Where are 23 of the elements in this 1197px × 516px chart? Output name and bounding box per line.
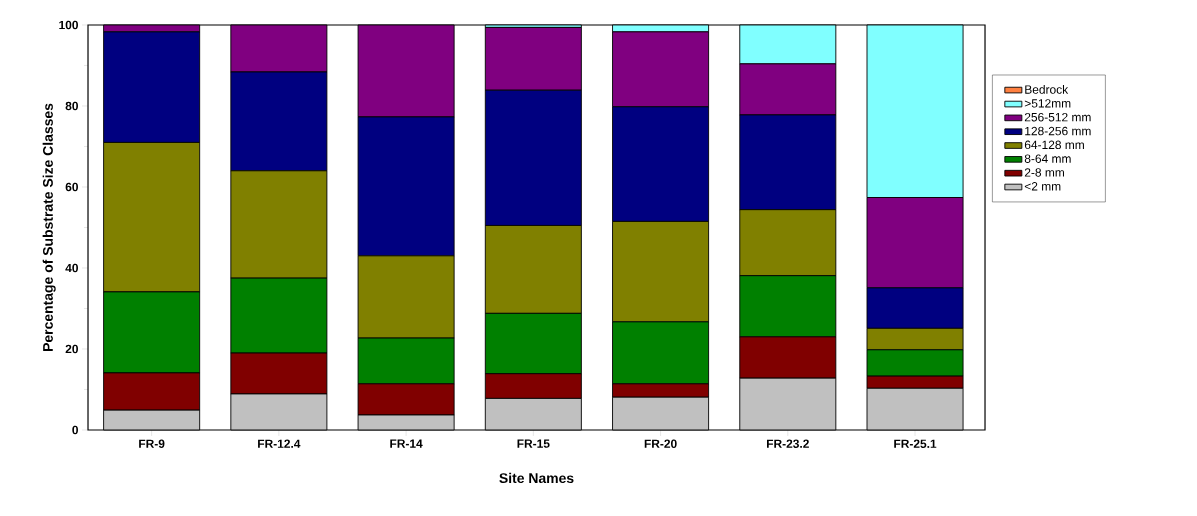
x-tick-label: FR-15: [517, 439, 550, 448]
legend-label: >512mm: [1024, 99, 1071, 108]
x-tick-label: FR-12.4: [258, 439, 301, 448]
legend-label: 2-8 mm: [1024, 168, 1064, 177]
y-tick-label: 80: [65, 101, 78, 111]
y-tick-label: 60: [65, 182, 78, 192]
y-tick-label: 40: [65, 263, 78, 273]
x-tick-label: FR-23.2: [767, 439, 809, 448]
x-tick-label: FR-25.1: [894, 439, 937, 448]
y-tick-label: 100: [59, 20, 78, 30]
legend-label: 128-256 mm: [1025, 126, 1091, 136]
y-tick-label: 20: [65, 344, 78, 354]
legend-label: Bedrock: [1025, 85, 1069, 94]
x-axis-title: Site Names: [499, 472, 574, 484]
legend-label: 256-512 mm: [1024, 112, 1091, 122]
y-tick-label: 0: [72, 425, 78, 435]
legend-label: 8-64 mm: [1024, 154, 1071, 163]
x-tick-label: FR-20: [644, 439, 677, 448]
legend-label: <2 mm: [1024, 182, 1061, 191]
x-tick-label: FR-9: [139, 439, 165, 448]
legend-label: 64-128 mm: [1024, 140, 1084, 150]
y-axis-title: Percentage of Substrate Size Classes: [42, 103, 56, 351]
x-tick-label: FR-14: [390, 439, 423, 448]
